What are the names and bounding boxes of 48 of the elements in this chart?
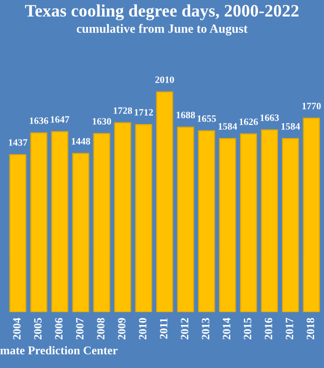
data-label: 1655 <box>198 115 216 122</box>
bar <box>282 138 299 312</box>
text: mate Prediction Center <box>0 346 118 354</box>
data-label: 1584 <box>282 123 300 130</box>
bar <box>198 130 216 312</box>
data-label: 1626 <box>240 118 258 126</box>
data-label: 1688 <box>176 112 195 118</box>
x-tick-label: 2007 <box>76 318 84 340</box>
chart-title: Texas cooling degree days, 2000-2022 <box>25 4 298 20</box>
bar <box>135 124 152 312</box>
x-tick-label: 2004 <box>13 318 21 340</box>
data-label: 1663 <box>260 114 279 122</box>
bar <box>93 132 110 312</box>
bar <box>30 132 48 312</box>
chart-subtitle: cumulative from June to August <box>76 24 248 36</box>
x-tick-label: 2011 <box>160 318 168 339</box>
data-label: 1728 <box>114 107 132 114</box>
data-label: 1712 <box>134 109 153 116</box>
data-label: 1647 <box>50 116 70 123</box>
bar <box>240 133 258 312</box>
data-label: 1448 <box>72 138 90 145</box>
x-tick-label: 2005 <box>34 318 42 340</box>
x-tick-label: 2006 <box>55 318 63 340</box>
x-tick-label: 2010 <box>138 318 146 340</box>
data-label: 1584 <box>218 123 238 130</box>
data-label: 1437 <box>8 139 28 146</box>
data-label: 1636 <box>30 117 48 124</box>
bar <box>156 91 174 312</box>
bar <box>177 126 194 312</box>
bar <box>260 129 278 312</box>
x-tick-label: 2012 <box>180 318 188 340</box>
data-label: 2010 <box>155 76 174 83</box>
x-tick-label: 2018 <box>306 318 314 340</box>
x-tick-label: 2013 <box>202 318 210 340</box>
data-label: 1630 <box>92 118 112 125</box>
x-tick-label: 2015 <box>244 318 252 340</box>
x-tick-label: 2016 <box>264 318 272 340</box>
bar <box>72 152 90 312</box>
x-tick-label: 2017 <box>286 318 294 340</box>
bar <box>302 118 320 312</box>
bar <box>9 154 26 312</box>
bar <box>219 138 236 312</box>
bar <box>51 131 68 312</box>
data-label: 1770 <box>302 102 321 110</box>
bar <box>114 122 132 312</box>
x-tick-label: 2009 <box>118 318 126 340</box>
x-tick-label: 2008 <box>96 318 104 340</box>
x-tick-label: 2014 <box>222 318 230 340</box>
